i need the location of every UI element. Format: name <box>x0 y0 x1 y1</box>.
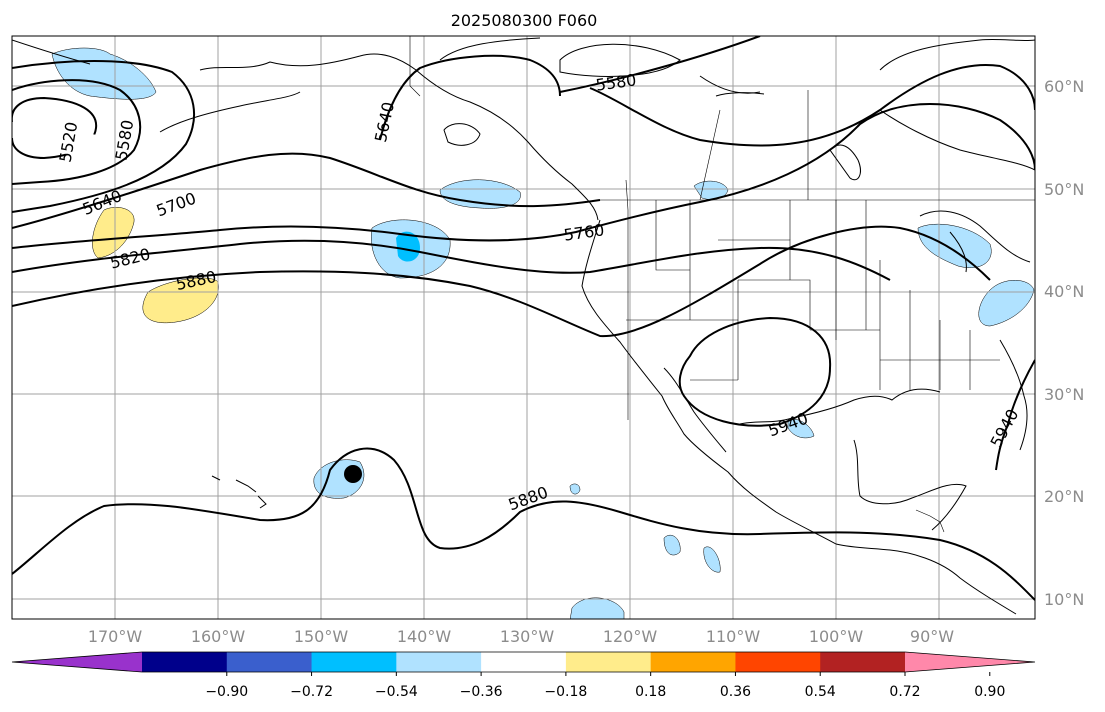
political-borders <box>409 36 1035 533</box>
height-contours <box>12 36 1035 601</box>
anomaly-region <box>917 223 992 268</box>
storm-center-marker <box>344 465 362 483</box>
colorbar-segment <box>820 652 906 672</box>
lon-label: 170°W <box>88 627 143 646</box>
colorbar-extend-high <box>905 652 1035 672</box>
colorbar-tick-label: −0.90 <box>205 684 248 700</box>
anomaly-region <box>569 597 625 619</box>
contour-5760 <box>12 103 1035 249</box>
latitude-labels: 60°N 50°N 40°N 30°N 20°N 10°N <box>1044 77 1084 609</box>
lat-label: 60°N <box>1044 77 1084 96</box>
contour-5940-east <box>995 359 1035 471</box>
colorbar-tick-label: 0.36 <box>720 684 751 700</box>
graticule <box>12 36 1035 619</box>
anomaly-region <box>92 207 135 259</box>
contour-5820 <box>12 239 891 281</box>
contour-5940-loop <box>678 316 832 427</box>
lon-label: 90°W <box>910 627 954 646</box>
contour-5640-west <box>12 60 196 213</box>
anomaly-region <box>569 483 581 495</box>
contour-5700 <box>12 152 601 229</box>
colorbar-segment <box>735 652 821 672</box>
colorbar-tick-label: −0.36 <box>460 684 503 700</box>
lon-label: 110°W <box>706 627 761 646</box>
colorbar-segment <box>396 652 482 672</box>
lon-label: 130°W <box>500 627 555 646</box>
colorbar-segment <box>226 652 313 672</box>
contour-5880-north <box>12 225 991 338</box>
colorbar-segment <box>311 652 397 672</box>
contour-5880-south <box>12 447 1035 601</box>
colorbar-tick-label: 0.90 <box>974 684 1005 700</box>
colorbar-tick-label: 0.72 <box>889 684 920 700</box>
colorbar: −0.90 −0.72 −0.54 −0.36 −0.18 0.18 0.36 0.54 0.7… <box>11 651 1036 700</box>
map-frame <box>11 35 1036 620</box>
contour-5640-north <box>379 54 561 141</box>
colorbar-extend-low <box>12 652 142 672</box>
lon-label: 120°W <box>603 627 658 646</box>
colorbar-tick-label: −0.18 <box>544 684 587 700</box>
anomaly-region <box>142 277 219 324</box>
lat-label: 10°N <box>1044 590 1084 609</box>
lat-label: 50°N <box>1044 180 1084 199</box>
colorbar-outline <box>11 651 1036 673</box>
contour-5520 <box>12 96 98 160</box>
map-title: 2025080300 F060 <box>451 11 598 30</box>
colorbar-segment <box>142 652 228 672</box>
anomaly-region <box>663 534 681 556</box>
lat-label: 40°N <box>1044 282 1084 301</box>
colorbar-tick-label: −0.54 <box>375 684 418 700</box>
anomaly-region <box>787 418 815 439</box>
colorbar-segment <box>650 652 736 672</box>
colorbar-tick-label: 0.54 <box>805 684 836 700</box>
anomaly-region <box>439 179 521 209</box>
contour-5580-ring <box>559 36 761 93</box>
map-background <box>12 36 1035 619</box>
colorbar-tick-label: 0.18 <box>635 684 666 700</box>
colorbar-tick-label: −0.72 <box>290 684 333 700</box>
map-panel: 5520 5580 5640 5700 5640 5580 5760 5820 … <box>11 35 1036 620</box>
lat-label: 30°N <box>1044 385 1084 404</box>
longitude-labels: 170°W 160°W 150°W 140°W 130°W 120°W 110°… <box>88 627 954 646</box>
colorbar-segment <box>565 652 652 672</box>
lon-label: 150°W <box>294 627 349 646</box>
contour-5580 <box>12 79 142 185</box>
lat-label: 20°N <box>1044 487 1084 506</box>
lon-label: 160°W <box>191 627 246 646</box>
anomaly-region <box>703 546 721 573</box>
anomaly-region <box>396 231 420 262</box>
lon-label: 100°W <box>809 627 864 646</box>
contour-5580-ring-s <box>589 64 1035 147</box>
lon-label: 140°W <box>397 627 452 646</box>
colorbar-segment <box>481 652 567 672</box>
